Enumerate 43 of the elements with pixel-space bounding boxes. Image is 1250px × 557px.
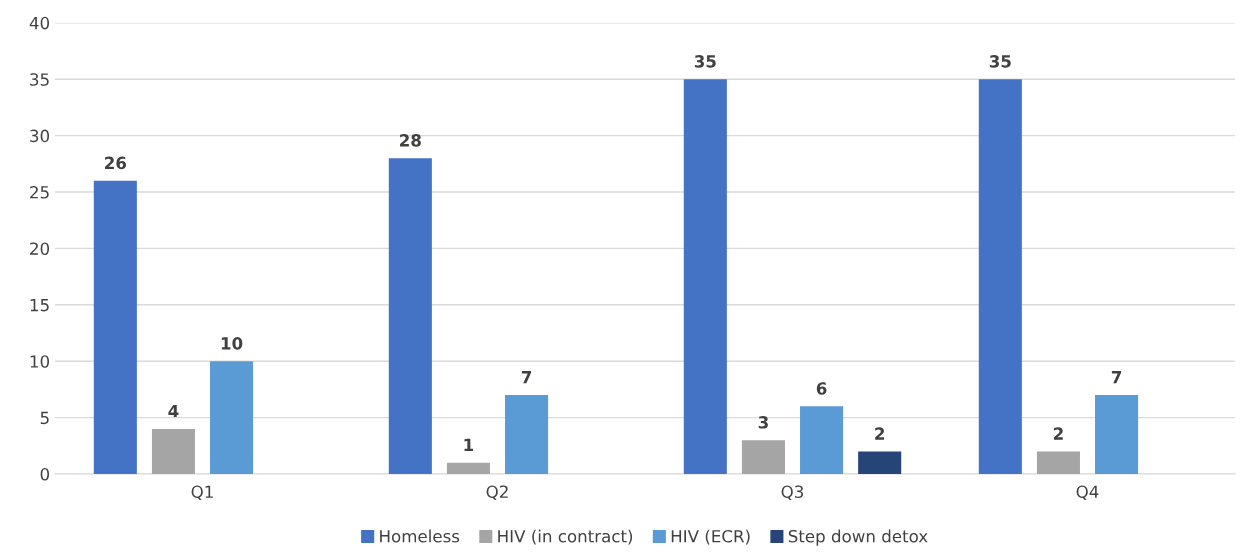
y-tick-label: 30 (30, 129, 50, 143)
data-label: 1 (464, 438, 474, 451)
y-tick-label: 15 (30, 299, 49, 312)
y-tick-label: 20 (30, 242, 50, 255)
legend-label: Step down detox (788, 529, 928, 546)
bar (151, 428, 195, 475)
data-label: 3 (758, 416, 768, 429)
x-tick-label: Q3 (781, 485, 804, 500)
data-label: 26 (105, 156, 127, 170)
bar (505, 395, 549, 475)
x-tick-label: Q2 (486, 485, 508, 500)
y-tick-label: 0 (40, 467, 50, 481)
data-label: 6 (816, 382, 827, 395)
bar (741, 440, 785, 475)
y-tick-label: 25 (30, 185, 49, 199)
y-tick-label: 10 (30, 355, 50, 368)
data-label: 35 (694, 55, 716, 68)
bar (683, 79, 727, 475)
legend-label: HIV (in contract) (498, 529, 633, 545)
legend-label: Homeless (380, 529, 460, 543)
data-label: 35 (989, 55, 1011, 68)
x-tick-label: Q4 (1076, 485, 1099, 500)
bar (388, 158, 432, 475)
bar (858, 451, 902, 475)
legend-label: HIV (ECR) (671, 529, 750, 545)
data-label: 28 (400, 134, 421, 147)
bar (800, 406, 844, 475)
data-label: 10 (221, 337, 243, 350)
data-label: 7 (521, 371, 532, 384)
y-tick-label: 35 (30, 73, 49, 86)
bar (1036, 451, 1080, 475)
x-tick-label: Q1 (191, 485, 213, 500)
bar (1095, 395, 1139, 475)
bar (978, 79, 1022, 475)
y-tick-label: 40 (29, 16, 50, 30)
bar (93, 180, 137, 475)
data-label: 7 (1111, 371, 1122, 384)
bar (446, 462, 490, 475)
data-label: 4 (168, 404, 179, 418)
data-label: 2 (1053, 427, 1063, 440)
y-tick-label: 5 (40, 411, 49, 425)
data-label: 2 (875, 427, 885, 440)
bar (210, 361, 254, 475)
